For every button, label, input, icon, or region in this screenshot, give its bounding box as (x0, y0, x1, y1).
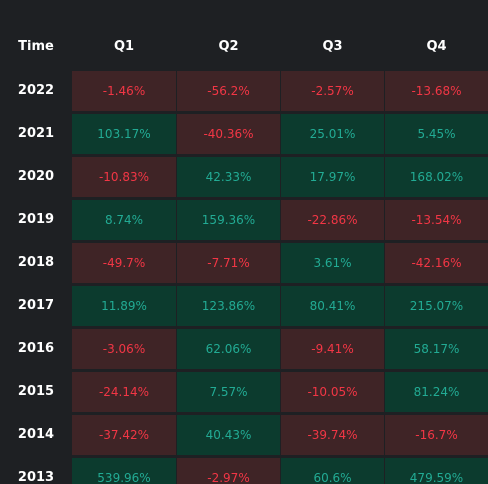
return-cell-q1: -37.42% (72, 415, 176, 455)
header-q4[interactable]: Q4 (426, 39, 447, 54)
return-cell-q4: -16.7% (385, 415, 488, 455)
return-cell-q4: 81.24% (385, 372, 488, 412)
return-cell-q2: 42.33% (177, 157, 280, 197)
table-row: 2018 -49.7% -7.71% 3.61% -42.16% (0, 243, 488, 283)
return-cell-q2: -7.71% (177, 243, 280, 283)
table-row: 2020 -10.83% 42.33% 17.97% 168.02% (0, 157, 488, 197)
return-cell-q4: -13.54% (385, 200, 488, 240)
header-q2[interactable]: Q2 (218, 39, 239, 54)
return-cell-q4: 5.45% (385, 114, 488, 154)
return-cell-q2: 62.06% (177, 329, 280, 369)
return-cell-q1: 8.74% (72, 200, 176, 240)
return-cell-q3: 80.41% (281, 286, 384, 326)
return-cell-q1: -49.7% (72, 243, 176, 283)
row-year: 2013 (17, 470, 55, 484)
table-row: 2016 -3.06% 62.06% -9.41% 58.17% (0, 329, 488, 369)
row-year: 2019 (17, 212, 55, 227)
return-cell-q3: 3.61% (281, 243, 384, 283)
row-year: 2015 (17, 384, 55, 399)
return-cell-q3: -39.74% (281, 415, 384, 455)
return-cell-q3: -2.57% (281, 71, 384, 111)
row-year: 2016 (17, 341, 55, 356)
header-q3[interactable]: Q3 (322, 39, 343, 54)
table-row: 2021 103.17% -40.36% 25.01% 5.45% (0, 114, 488, 154)
return-cell-q2: -40.36% (177, 114, 280, 154)
row-year: 2014 (17, 427, 55, 442)
return-cell-q4: -42.16% (385, 243, 488, 283)
return-cell-q1: 539.96% (72, 458, 176, 484)
return-cell-q4: 215.07% (385, 286, 488, 326)
row-year: 2017 (17, 298, 55, 313)
return-cell-q1: 103.17% (72, 114, 176, 154)
return-cell-q3: -22.86% (281, 200, 384, 240)
return-cell-q3: 60.6% (281, 458, 384, 484)
return-cell-q1: -10.83% (72, 157, 176, 197)
return-cell-q4: -13.68% (385, 71, 488, 111)
table-row: 2019 8.74% 159.36% -22.86% -13.54% (0, 200, 488, 240)
return-cell-q1: 11.89% (72, 286, 176, 326)
return-cell-q2: -2.97% (177, 458, 280, 484)
row-year: 2022 (17, 83, 55, 98)
header-q1[interactable]: Q1 (113, 39, 135, 54)
table-row: 2014 -37.42% 40.43% -39.74% -16.7% (0, 415, 488, 455)
header-time[interactable]: Time (18, 39, 54, 54)
table-row: 2017 11.89% 123.86% 80.41% 215.07% (0, 286, 488, 326)
return-cell-q1: -3.06% (72, 329, 176, 369)
return-cell-q2: 159.36% (177, 200, 280, 240)
return-cell-q3: 25.01% (281, 114, 384, 154)
row-year: 2020 (17, 169, 55, 184)
return-cell-q4: 479.59% (385, 458, 488, 484)
table-row: 2015 -24.14% 7.57% -10.05% 81.24% (0, 372, 488, 412)
return-cell-q3: -9.41% (281, 329, 384, 369)
row-year: 2018 (17, 255, 55, 270)
table-row: 2013 539.96% -2.97% 60.6% 479.59% (0, 458, 488, 484)
return-cell-q2: -56.2% (177, 71, 280, 111)
row-year: 2021 (17, 126, 55, 141)
return-cell-q2: 7.57% (177, 372, 280, 412)
return-cell-q1: -1.46% (72, 71, 176, 111)
return-cell-q2: 40.43% (177, 415, 280, 455)
table-row: 2022 -1.46% -56.2% -2.57% -13.68% (0, 71, 488, 111)
return-cell-q4: 58.17% (385, 329, 488, 369)
return-cell-q2: 123.86% (177, 286, 280, 326)
return-cell-q1: -24.14% (72, 372, 176, 412)
return-cell-q3: -10.05% (281, 372, 384, 412)
return-cell-q3: 17.97% (281, 157, 384, 197)
return-cell-q4: 168.02% (385, 157, 488, 197)
table-header-row: Time Q1 Q2 Q3 Q4 (0, 34, 488, 60)
